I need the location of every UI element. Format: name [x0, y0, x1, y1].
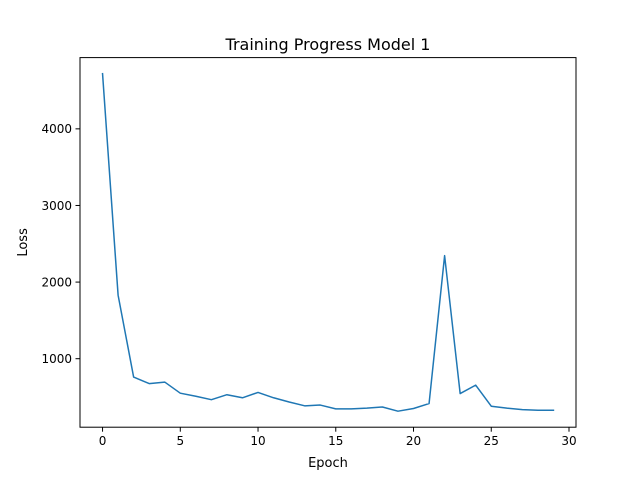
y-axis-label: Loss: [16, 228, 31, 257]
x-tick-label: 25: [484, 434, 499, 448]
y-tick-label: 3000: [41, 199, 72, 213]
x-tick-label: 15: [328, 434, 343, 448]
y-tick-label: 2000: [41, 275, 72, 289]
x-tick-label: 30: [561, 434, 576, 448]
x-tick-label: 5: [176, 434, 184, 448]
x-tick-label: 10: [250, 434, 265, 448]
x-tick-label: 20: [406, 434, 421, 448]
x-axis-label: Epoch: [308, 456, 348, 471]
chart-title: Training Progress Model 1: [225, 35, 431, 54]
x-tick-label: 0: [99, 434, 107, 448]
y-tick-label: 4000: [41, 122, 72, 136]
y-tick-label: 1000: [41, 352, 72, 366]
